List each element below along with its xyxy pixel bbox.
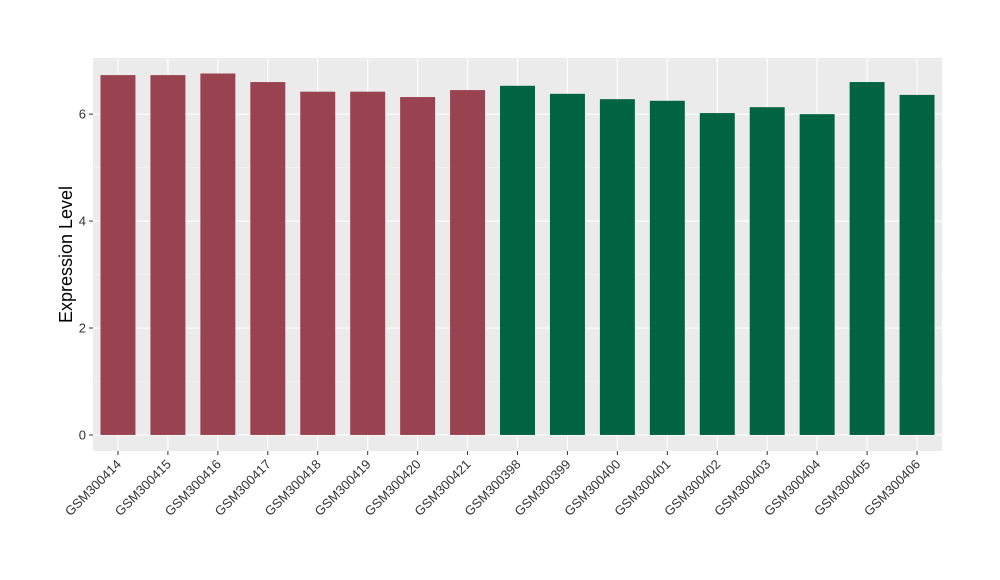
- bar-gsm300399: [549, 93, 585, 435]
- bar-gsm300398: [500, 85, 535, 435]
- bar-gsm300421: [450, 90, 486, 435]
- bar-gsm300418: [300, 91, 336, 435]
- bar-gsm300401: [649, 100, 685, 435]
- bars: [100, 73, 935, 435]
- bar-gsm300400: [599, 99, 635, 435]
- bar-gsm300420: [400, 97, 436, 435]
- x-axis: GSM300414GSM300415GSM300416GSM300417GSM3…: [62, 451, 923, 519]
- y-axis: 0 2 4 6: [79, 107, 93, 442]
- y-tick-label: 2: [79, 321, 86, 336]
- bar-gsm300405: [849, 82, 885, 435]
- bar-gsm300402: [699, 113, 735, 435]
- bar-gsm300403: [749, 107, 785, 435]
- y-tick-label: 6: [79, 107, 86, 122]
- bar-gsm300404: [799, 114, 835, 435]
- y-tick-label: 4: [79, 214, 86, 229]
- bar-gsm300406: [899, 94, 935, 435]
- bar-gsm300414: [100, 75, 136, 435]
- y-axis-title: Expression Level: [56, 186, 76, 323]
- bar-gsm300415: [150, 75, 186, 435]
- bar-gsm300419: [350, 91, 386, 435]
- bar-gsm300417: [250, 82, 286, 435]
- bar-gsm300416: [200, 73, 236, 435]
- y-tick-label: 0: [79, 427, 86, 442]
